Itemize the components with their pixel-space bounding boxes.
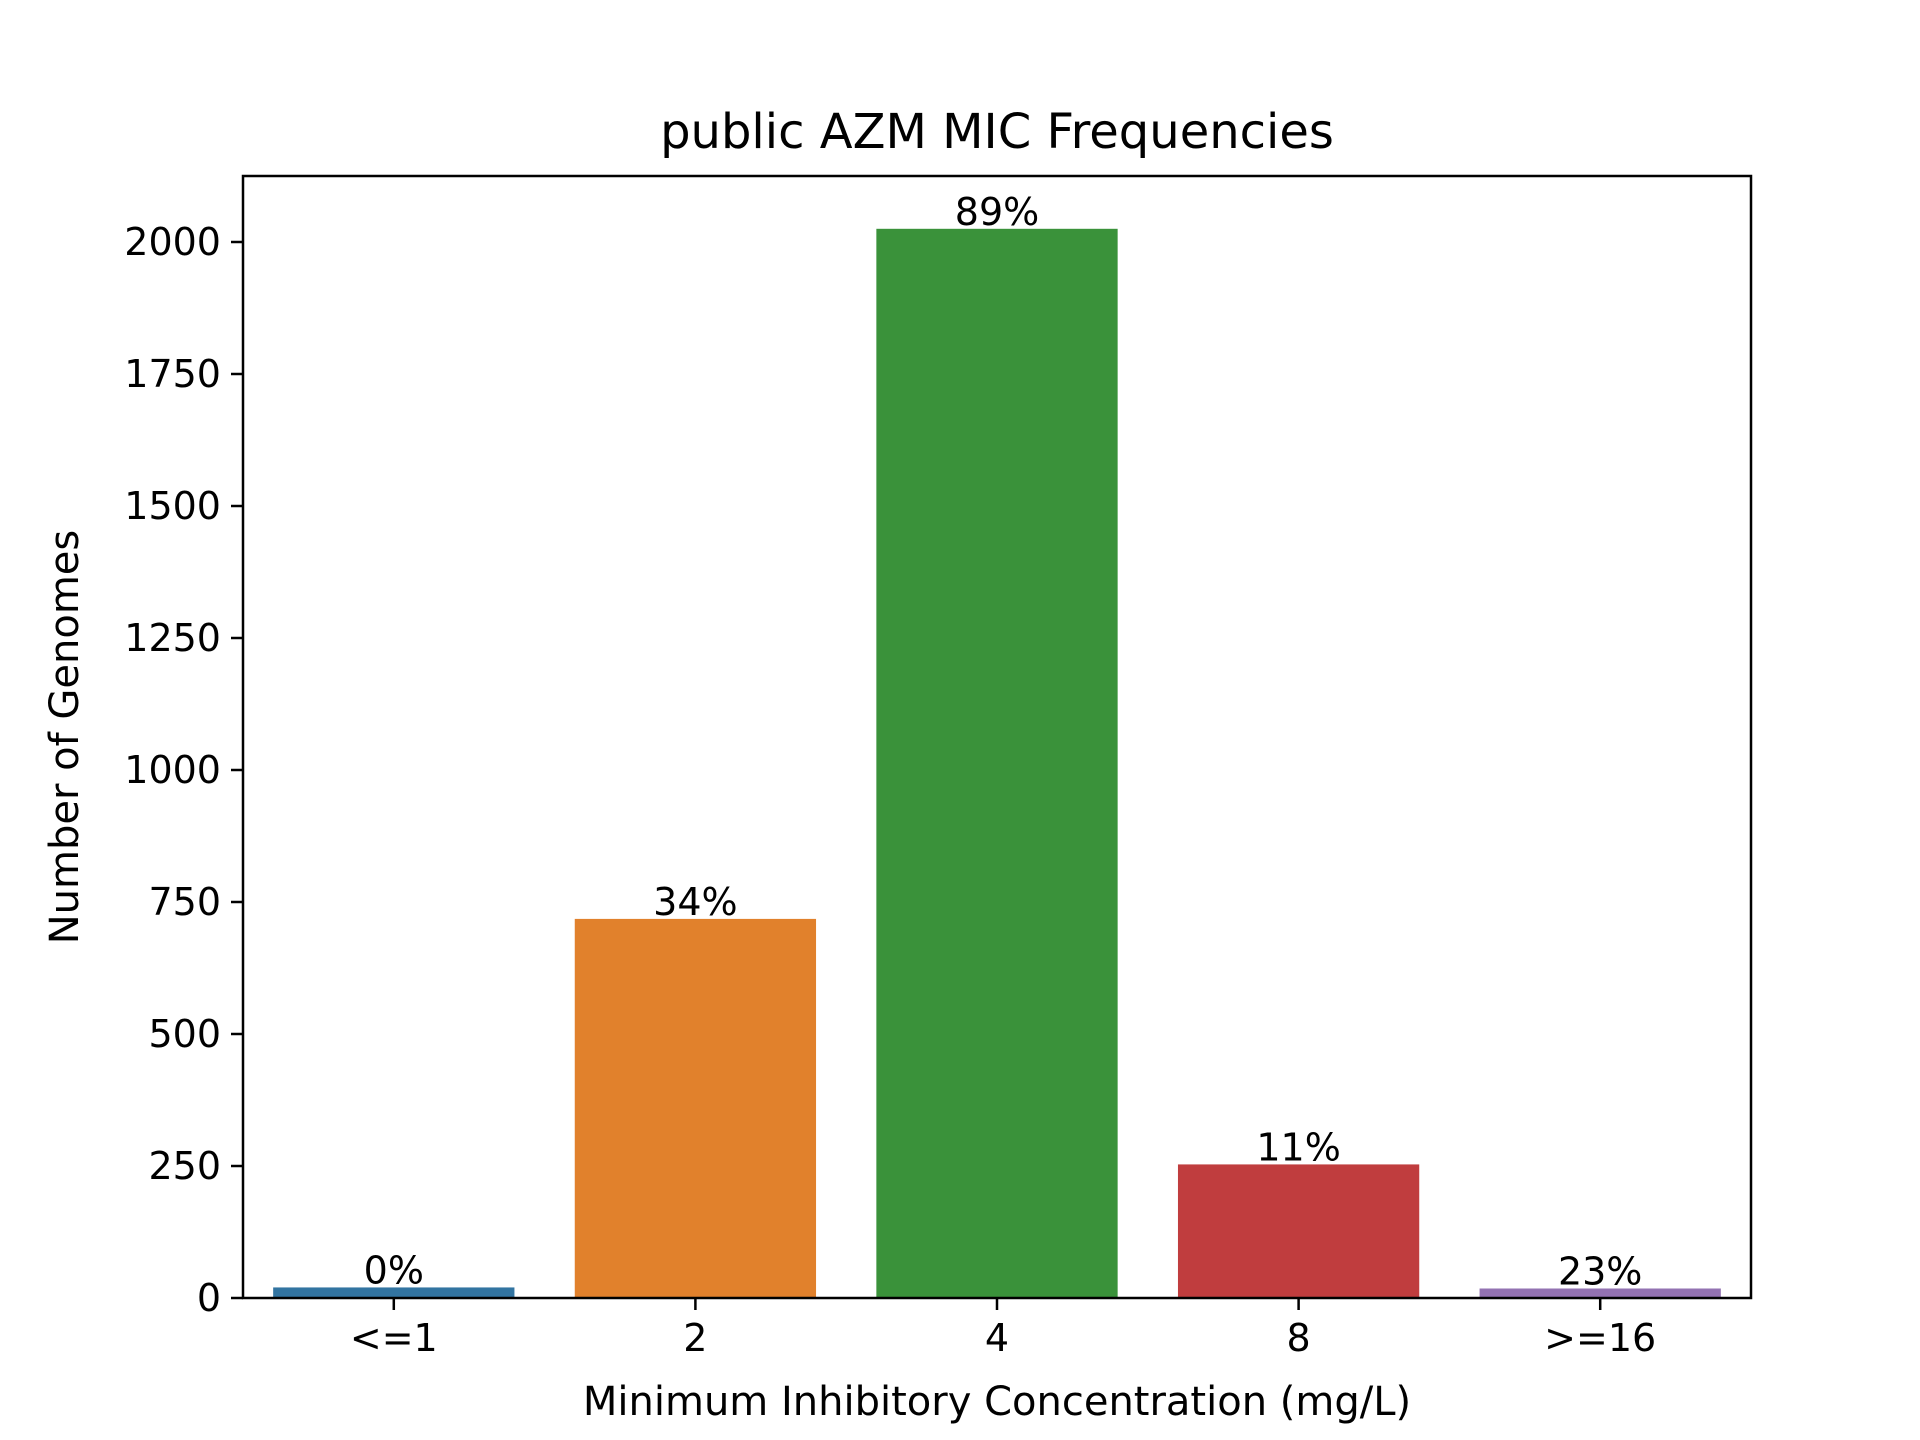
y-tick-label-7: 1750 <box>124 352 221 396</box>
y-tick-label-5: 1250 <box>124 616 221 660</box>
bar-value-label-2: 89% <box>955 190 1039 234</box>
bars-layer <box>273 228 1721 1298</box>
bar-value-label-1: 34% <box>653 880 737 924</box>
x-axis-label: Minimum Inhibitory Concentration (mg/L) <box>583 1379 1411 1425</box>
bar-value-label-4: 23% <box>1558 1249 1642 1293</box>
bar-0 <box>273 1287 515 1298</box>
x-tick-label-0: <=1 <box>350 1316 438 1360</box>
bar-4 <box>1479 1288 1721 1298</box>
y-tick-label-1: 250 <box>148 1144 221 1188</box>
bar-value-label-3: 11% <box>1256 1125 1340 1169</box>
y-axis-label: Number of Genomes <box>42 530 88 945</box>
x-tick-label-1: 2 <box>683 1316 707 1360</box>
x-axis: <=1 2 4 8 >=16 <box>350 1298 1656 1360</box>
bar-labels-layer: 0% 34% 89% 11% 23% <box>364 190 1643 1294</box>
y-tick-label-6: 1500 <box>124 484 221 528</box>
y-tick-label-3: 750 <box>148 880 221 924</box>
y-tick-label-2: 500 <box>148 1012 221 1056</box>
y-axis: 0 250 500 750 1000 1250 1500 1750 2000 <box>124 220 243 1320</box>
x-tick-label-2: 4 <box>985 1316 1009 1360</box>
bar-1 <box>574 918 817 1298</box>
y-tick-label-0: 0 <box>197 1276 221 1320</box>
bar-3 <box>1177 1164 1420 1298</box>
y-tick-label-4: 1000 <box>124 748 221 792</box>
x-tick-label-4: >=16 <box>1544 1316 1656 1360</box>
bar-value-label-0: 0% <box>364 1248 424 1292</box>
x-tick-label-3: 8 <box>1287 1316 1311 1360</box>
y-tick-label-8: 2000 <box>124 220 221 264</box>
bar-2 <box>876 228 1118 1298</box>
chart-title: public AZM MIC Frequencies <box>660 104 1334 160</box>
